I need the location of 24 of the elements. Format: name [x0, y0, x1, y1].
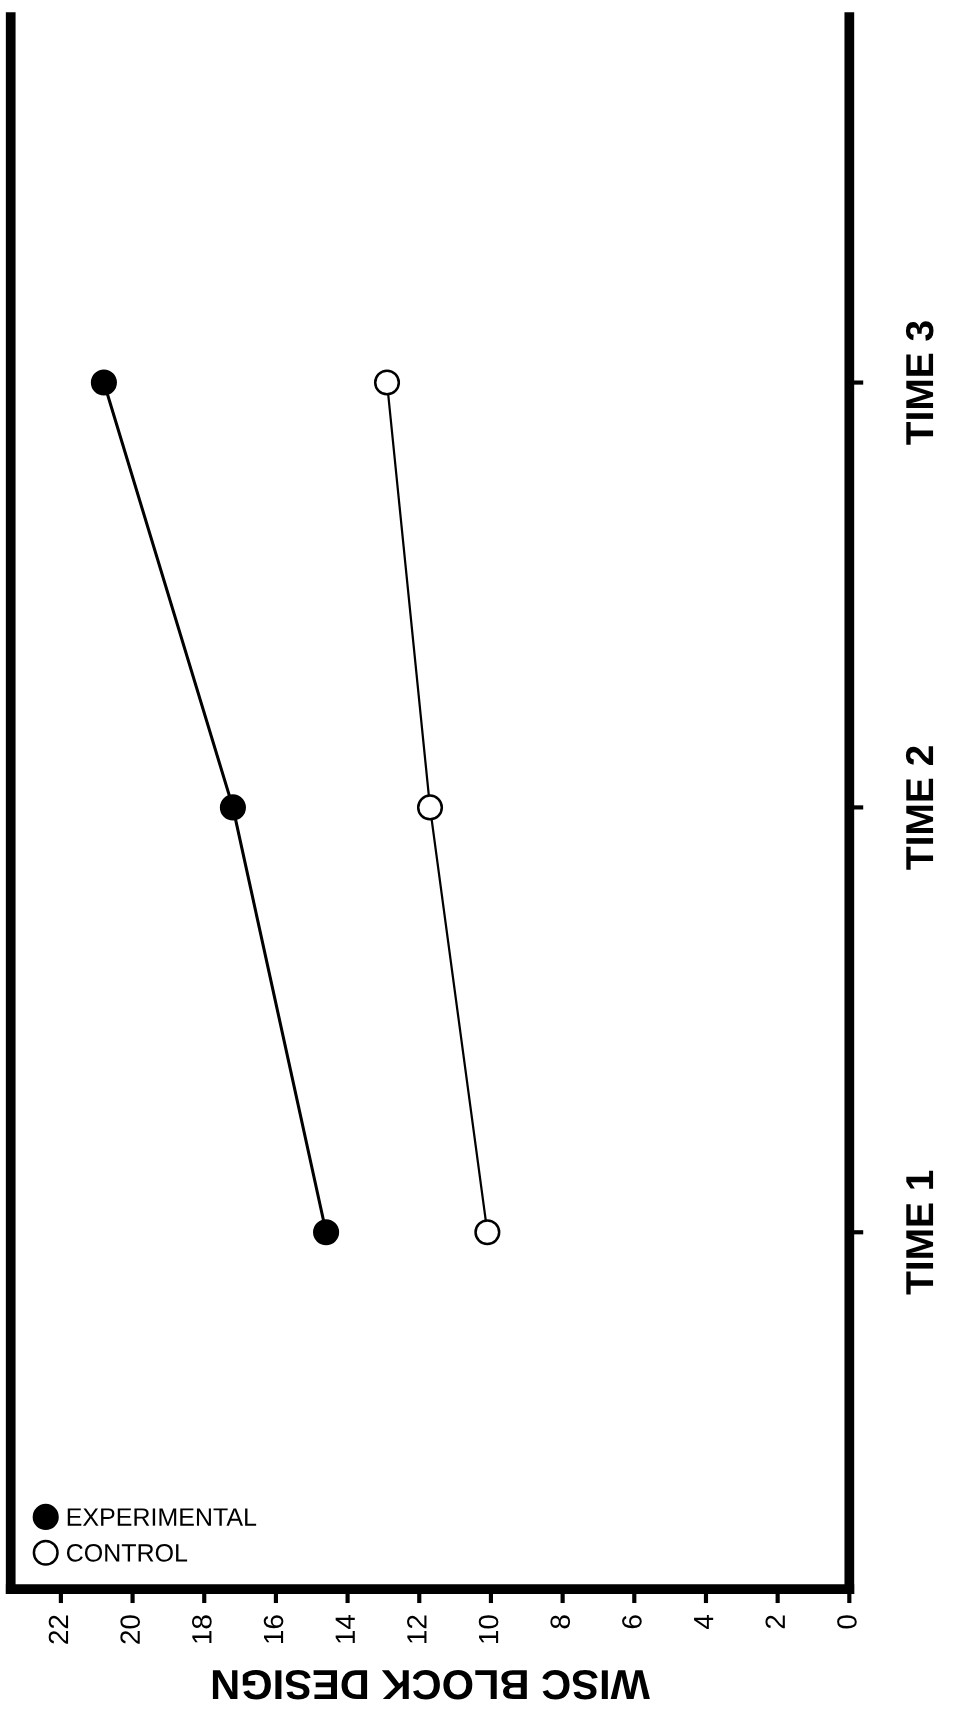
- y-tick-label: TIME 3: [905, 321, 934, 445]
- point: [373, 369, 401, 396]
- point: [474, 1219, 501, 1246]
- point: [416, 794, 444, 821]
- x-tick-label: 12: [407, 1615, 427, 1643]
- x-tick-label: 16: [263, 1615, 284, 1643]
- legend-label: EXPERIMENTAL: [67, 1508, 257, 1526]
- y-tick-label: TIME 1: [906, 1170, 934, 1295]
- x-tick-label: 10: [478, 1615, 499, 1643]
- y-tick-label: TIME 2: [905, 746, 934, 870]
- x-tick-label: 8: [550, 1615, 571, 1629]
- point: [90, 369, 117, 396]
- x-tick-label: 4: [694, 1614, 714, 1629]
- x-tick-label: 20: [120, 1615, 141, 1644]
- x-tick-label: 2: [765, 1615, 785, 1629]
- point: [313, 1219, 340, 1246]
- x-tick-label: 0: [837, 1615, 857, 1629]
- x-tick-label: 14: [335, 1614, 355, 1643]
- x-tick-label: 6: [622, 1615, 642, 1629]
- x-tick-label: 18: [192, 1615, 212, 1643]
- point: [219, 794, 246, 821]
- x-tick-label: 22: [48, 1615, 69, 1644]
- x-axis-title: WISC BLOCK DESIGN: [212, 1669, 650, 1700]
- legend-label: CONTROL: [66, 1544, 188, 1562]
